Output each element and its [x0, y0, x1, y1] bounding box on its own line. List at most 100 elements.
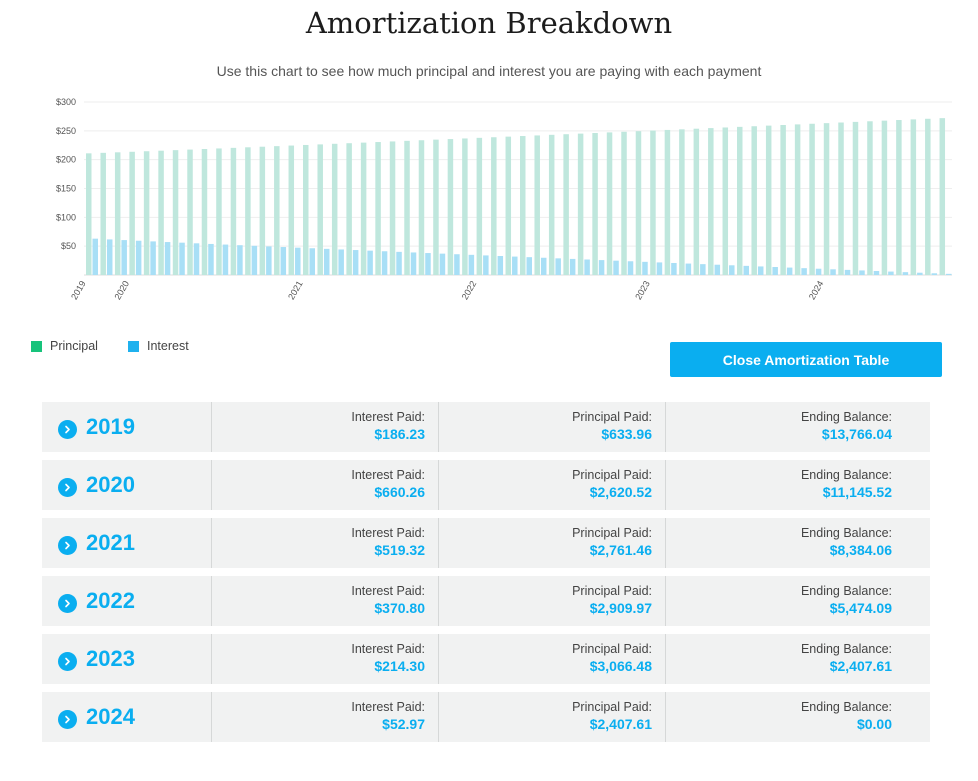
- y-tick-label: $50: [61, 241, 76, 251]
- ending-balance-cell: Ending Balance: $5,474.09: [666, 576, 905, 626]
- ending-balance-cell: Ending Balance: $0.00: [666, 692, 905, 742]
- interest-bar: [671, 262, 677, 275]
- interest-paid-cell: Interest Paid: $52.97: [212, 692, 439, 742]
- interest-paid-cell: Interest Paid: $214.30: [212, 634, 439, 684]
- y-tick-label: $250: [56, 126, 76, 136]
- year-label: 2021: [86, 530, 135, 555]
- x-tick-label: 2024: [807, 279, 826, 301]
- principal-bar: [650, 130, 656, 275]
- principal-bar: [693, 128, 700, 275]
- interest-bar: [483, 255, 489, 275]
- y-tick-label: $200: [56, 155, 76, 165]
- principal-bar: [331, 143, 338, 275]
- principal-paid-cell: Principal Paid: $633.96: [439, 402, 666, 452]
- principal-bar: [418, 140, 425, 275]
- ending-balance-cell: Ending Balance: $13,766.04: [666, 402, 905, 452]
- close-amortization-table-button[interactable]: Close Amortization Table: [670, 342, 942, 377]
- year-cell[interactable]: 2024: [42, 692, 212, 742]
- principal-bar: [852, 121, 859, 275]
- chevron-right-icon[interactable]: [58, 709, 77, 729]
- interest-bar: [396, 251, 402, 275]
- interest-paid-value: $660.26: [374, 484, 425, 500]
- interest-bar: [381, 251, 388, 275]
- year-row-2019[interactable]: 2019 Interest Paid: $186.23 Principal Pa…: [42, 402, 930, 452]
- principal-bar: [635, 131, 642, 275]
- chevron-right-icon[interactable]: [58, 651, 77, 671]
- principal-swatch: [31, 340, 42, 352]
- x-tick-label: 2021: [286, 279, 305, 301]
- principal-bar: [245, 147, 251, 275]
- principal-paid-label: Principal Paid:: [572, 700, 652, 714]
- interest-bar: [92, 238, 98, 275]
- principal-bar: [881, 120, 888, 276]
- chevron-right-icon[interactable]: [58, 477, 77, 497]
- year-row-2020[interactable]: 2020 Interest Paid: $660.26 Principal Pa…: [42, 460, 930, 510]
- interest-bar: [179, 242, 185, 275]
- principal-paid-value: $633.96: [601, 426, 652, 442]
- year-cell[interactable]: 2022: [42, 576, 212, 626]
- principal-bar: [404, 140, 410, 275]
- principal-paid-label: Principal Paid:: [572, 526, 652, 540]
- principal-paid-cell: Principal Paid: $2,620.52: [439, 460, 666, 510]
- amortization-chart: $300 $250 $200 $150 $100 $50 2019 2020 2021 2022 2…: [56, 97, 952, 301]
- interest-bar: [555, 258, 561, 275]
- page-subtitle: Use this chart to see how much principal…: [216, 63, 762, 79]
- principal-bar: [809, 123, 815, 275]
- interest-bar: [106, 239, 113, 275]
- year-row-2023[interactable]: 2023 Interest Paid: $214.30 Principal Pa…: [42, 634, 930, 684]
- interest-bar: [295, 247, 301, 275]
- interest-bar: [873, 271, 880, 275]
- ending-balance-value: $0.00: [856, 716, 892, 732]
- interest-bar: [468, 254, 475, 275]
- interest-bar: [888, 271, 894, 275]
- ending-balance-cell: Ending Balance: $8,384.06: [666, 518, 905, 568]
- year-cell[interactable]: 2021: [42, 518, 212, 568]
- chevron-right-icon[interactable]: [58, 593, 77, 613]
- principal-bar: [491, 137, 497, 275]
- interest-paid-cell: Interest Paid: $370.80: [212, 576, 439, 626]
- interest-bar: [193, 243, 200, 275]
- year-label: 2024: [86, 704, 135, 729]
- ending-balance-value: $8,384.06: [829, 542, 892, 558]
- principal-bar: [462, 138, 468, 275]
- interest-bar: [844, 269, 851, 275]
- interest-bar: [729, 265, 735, 275]
- principal-bar: [187, 149, 193, 275]
- interest-bar: [323, 248, 330, 275]
- interest-bar: [902, 272, 909, 275]
- principal-bar: [114, 152, 121, 275]
- interest-paid-value: $370.80: [374, 600, 425, 616]
- principal-bar: [679, 129, 685, 275]
- year-cell[interactable]: 2023: [42, 634, 212, 684]
- principal-bar: [896, 120, 902, 276]
- interest-bar: [613, 260, 619, 275]
- principal-bar: [447, 139, 454, 275]
- interest-bar: [150, 241, 156, 275]
- legend-interest-label: Interest: [147, 339, 189, 353]
- principal-paid-cell: Principal Paid: $3,066.48: [439, 634, 666, 684]
- principal-bar: [476, 137, 483, 275]
- interest-paid-cell: Interest Paid: $519.32: [212, 518, 439, 568]
- interest-bar: [266, 246, 272, 275]
- year-cell[interactable]: 2019: [42, 402, 212, 452]
- year-row-2024[interactable]: 2024 Interest Paid: $52.97 Principal Pai…: [42, 692, 930, 742]
- principal-paid-label: Principal Paid:: [572, 584, 652, 598]
- ending-balance-value: $11,145.52: [822, 484, 892, 500]
- legend-principal: Principal: [31, 339, 98, 353]
- principal-bar: [274, 146, 280, 275]
- interest-paid-label: Interest Paid:: [351, 526, 425, 540]
- interest-bar: [931, 273, 938, 275]
- principal-bar: [737, 126, 743, 275]
- year-row-2022[interactable]: 2022 Interest Paid: $370.80 Principal Pa…: [42, 576, 930, 626]
- chevron-right-icon[interactable]: [58, 419, 77, 439]
- interest-bar: [338, 249, 344, 275]
- interest-bar: [410, 252, 417, 275]
- interest-bar: [439, 253, 446, 275]
- chevron-right-icon[interactable]: [58, 535, 77, 555]
- ending-balance-label: Ending Balance:: [800, 410, 892, 424]
- year-cell[interactable]: 2020: [42, 460, 212, 510]
- principal-bar: [592, 132, 598, 275]
- principal-paid-label: Principal Paid:: [572, 468, 652, 482]
- interest-bar: [135, 240, 142, 275]
- year-row-2021[interactable]: 2021 Interest Paid: $519.32 Principal Pa…: [42, 518, 930, 568]
